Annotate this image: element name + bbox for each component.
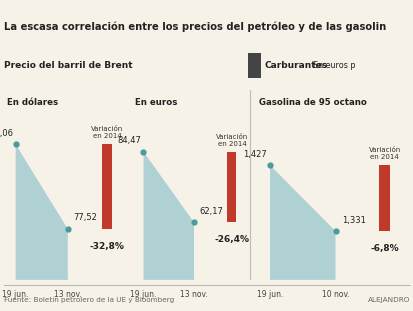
Text: En euros: En euros: [134, 98, 177, 107]
Polygon shape: [269, 165, 335, 280]
Text: 10 nov.: 10 nov.: [321, 290, 349, 299]
Text: 1,427: 1,427: [242, 150, 266, 159]
Bar: [227, 152, 236, 222]
Text: Carburantes: Carburantes: [264, 61, 327, 70]
Text: En dólares: En dólares: [7, 98, 57, 107]
Text: -32,8%: -32,8%: [89, 242, 124, 251]
Text: -26,4%: -26,4%: [214, 235, 249, 244]
Polygon shape: [16, 144, 68, 280]
Text: La escasa correlación entre los precios del petróleo y de las gasolin: La escasa correlación entre los precios …: [4, 21, 385, 31]
Text: Variación
en 2014: Variación en 2014: [215, 134, 247, 147]
Text: 62,17: 62,17: [199, 207, 222, 216]
Text: En euros p: En euros p: [312, 61, 354, 70]
Text: 13 nov.: 13 nov.: [54, 290, 81, 299]
Text: ALEJANDRO: ALEJANDRO: [367, 297, 409, 303]
Text: -6,8%: -6,8%: [369, 244, 398, 253]
Bar: [378, 165, 389, 231]
Text: 13 nov.: 13 nov.: [180, 290, 207, 299]
Text: 19 jun.: 19 jun.: [256, 290, 282, 299]
Bar: [248, 53, 260, 78]
Text: 84,47: 84,47: [117, 136, 140, 145]
Text: Fuente: Boletín petrolero de la UE y Bloomberg: Fuente: Boletín petrolero de la UE y Blo…: [4, 297, 174, 303]
Text: Variación
en 2014: Variación en 2014: [368, 147, 400, 160]
Text: 77,52: 77,52: [73, 213, 97, 222]
Text: 19 jun.: 19 jun.: [130, 290, 156, 299]
Text: Variación
en 2014: Variación en 2014: [90, 126, 123, 139]
Text: Precio del barril de Brent: Precio del barril de Brent: [4, 61, 133, 70]
Text: 115,06: 115,06: [0, 129, 13, 138]
Text: Gasolina de 95 octano: Gasolina de 95 octano: [258, 98, 366, 107]
Polygon shape: [143, 152, 194, 280]
Text: 19 jun.: 19 jun.: [2, 290, 29, 299]
Text: 1,331: 1,331: [341, 216, 365, 225]
Bar: [102, 144, 111, 229]
